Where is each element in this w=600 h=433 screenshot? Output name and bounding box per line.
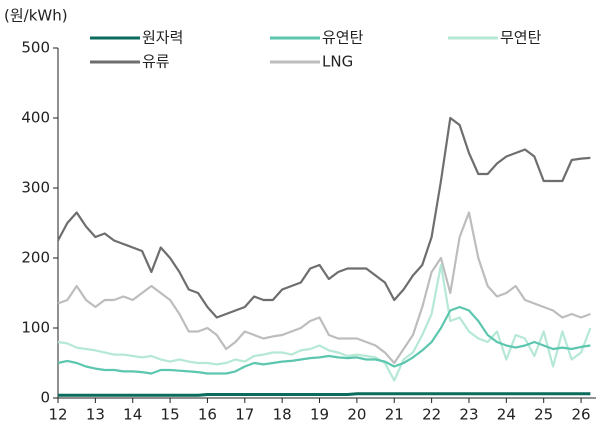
series-line [57, 305, 591, 375]
x-tick-label: 25 [534, 406, 553, 424]
series-line [57, 263, 592, 382]
x-tick-label: 13 [86, 406, 105, 424]
legend-label: 유연탄 [322, 29, 364, 47]
y-tick-label: 500 [21, 39, 50, 57]
x-tick-label: 24 [497, 406, 516, 424]
y-tick-label: 200 [21, 249, 50, 267]
x-tick-label: 23 [459, 406, 478, 424]
x-tick-label: 21 [385, 406, 404, 424]
x-tick-label: 15 [161, 406, 180, 424]
x-tick-label: 18 [273, 406, 292, 424]
x-tick-label: 14 [123, 406, 142, 424]
y-tick-label: 400 [21, 109, 50, 127]
x-tick-label: 22 [422, 406, 441, 424]
legend-label: 무연탄 [500, 29, 542, 47]
series-line [57, 211, 591, 365]
legend-label: LNG [322, 53, 353, 71]
x-tick-label: 19 [310, 406, 329, 424]
series-line [57, 116, 591, 319]
series-line [58, 392, 591, 397]
legend-label: 유류 [142, 53, 170, 71]
x-tick-label: 12 [48, 406, 67, 424]
x-tick-label: 17 [235, 406, 254, 424]
y-tick-label: 100 [21, 319, 50, 337]
y-tick-label: 300 [21, 179, 50, 197]
y-tick-label: 0 [40, 389, 50, 407]
legend-label: 원자력 [142, 29, 183, 47]
x-tick-label: 16 [198, 406, 217, 424]
x-tick-label: 26 [572, 406, 591, 424]
x-tick-label: 20 [347, 406, 366, 424]
y-axis-label: (원/kWh) [4, 7, 68, 25]
